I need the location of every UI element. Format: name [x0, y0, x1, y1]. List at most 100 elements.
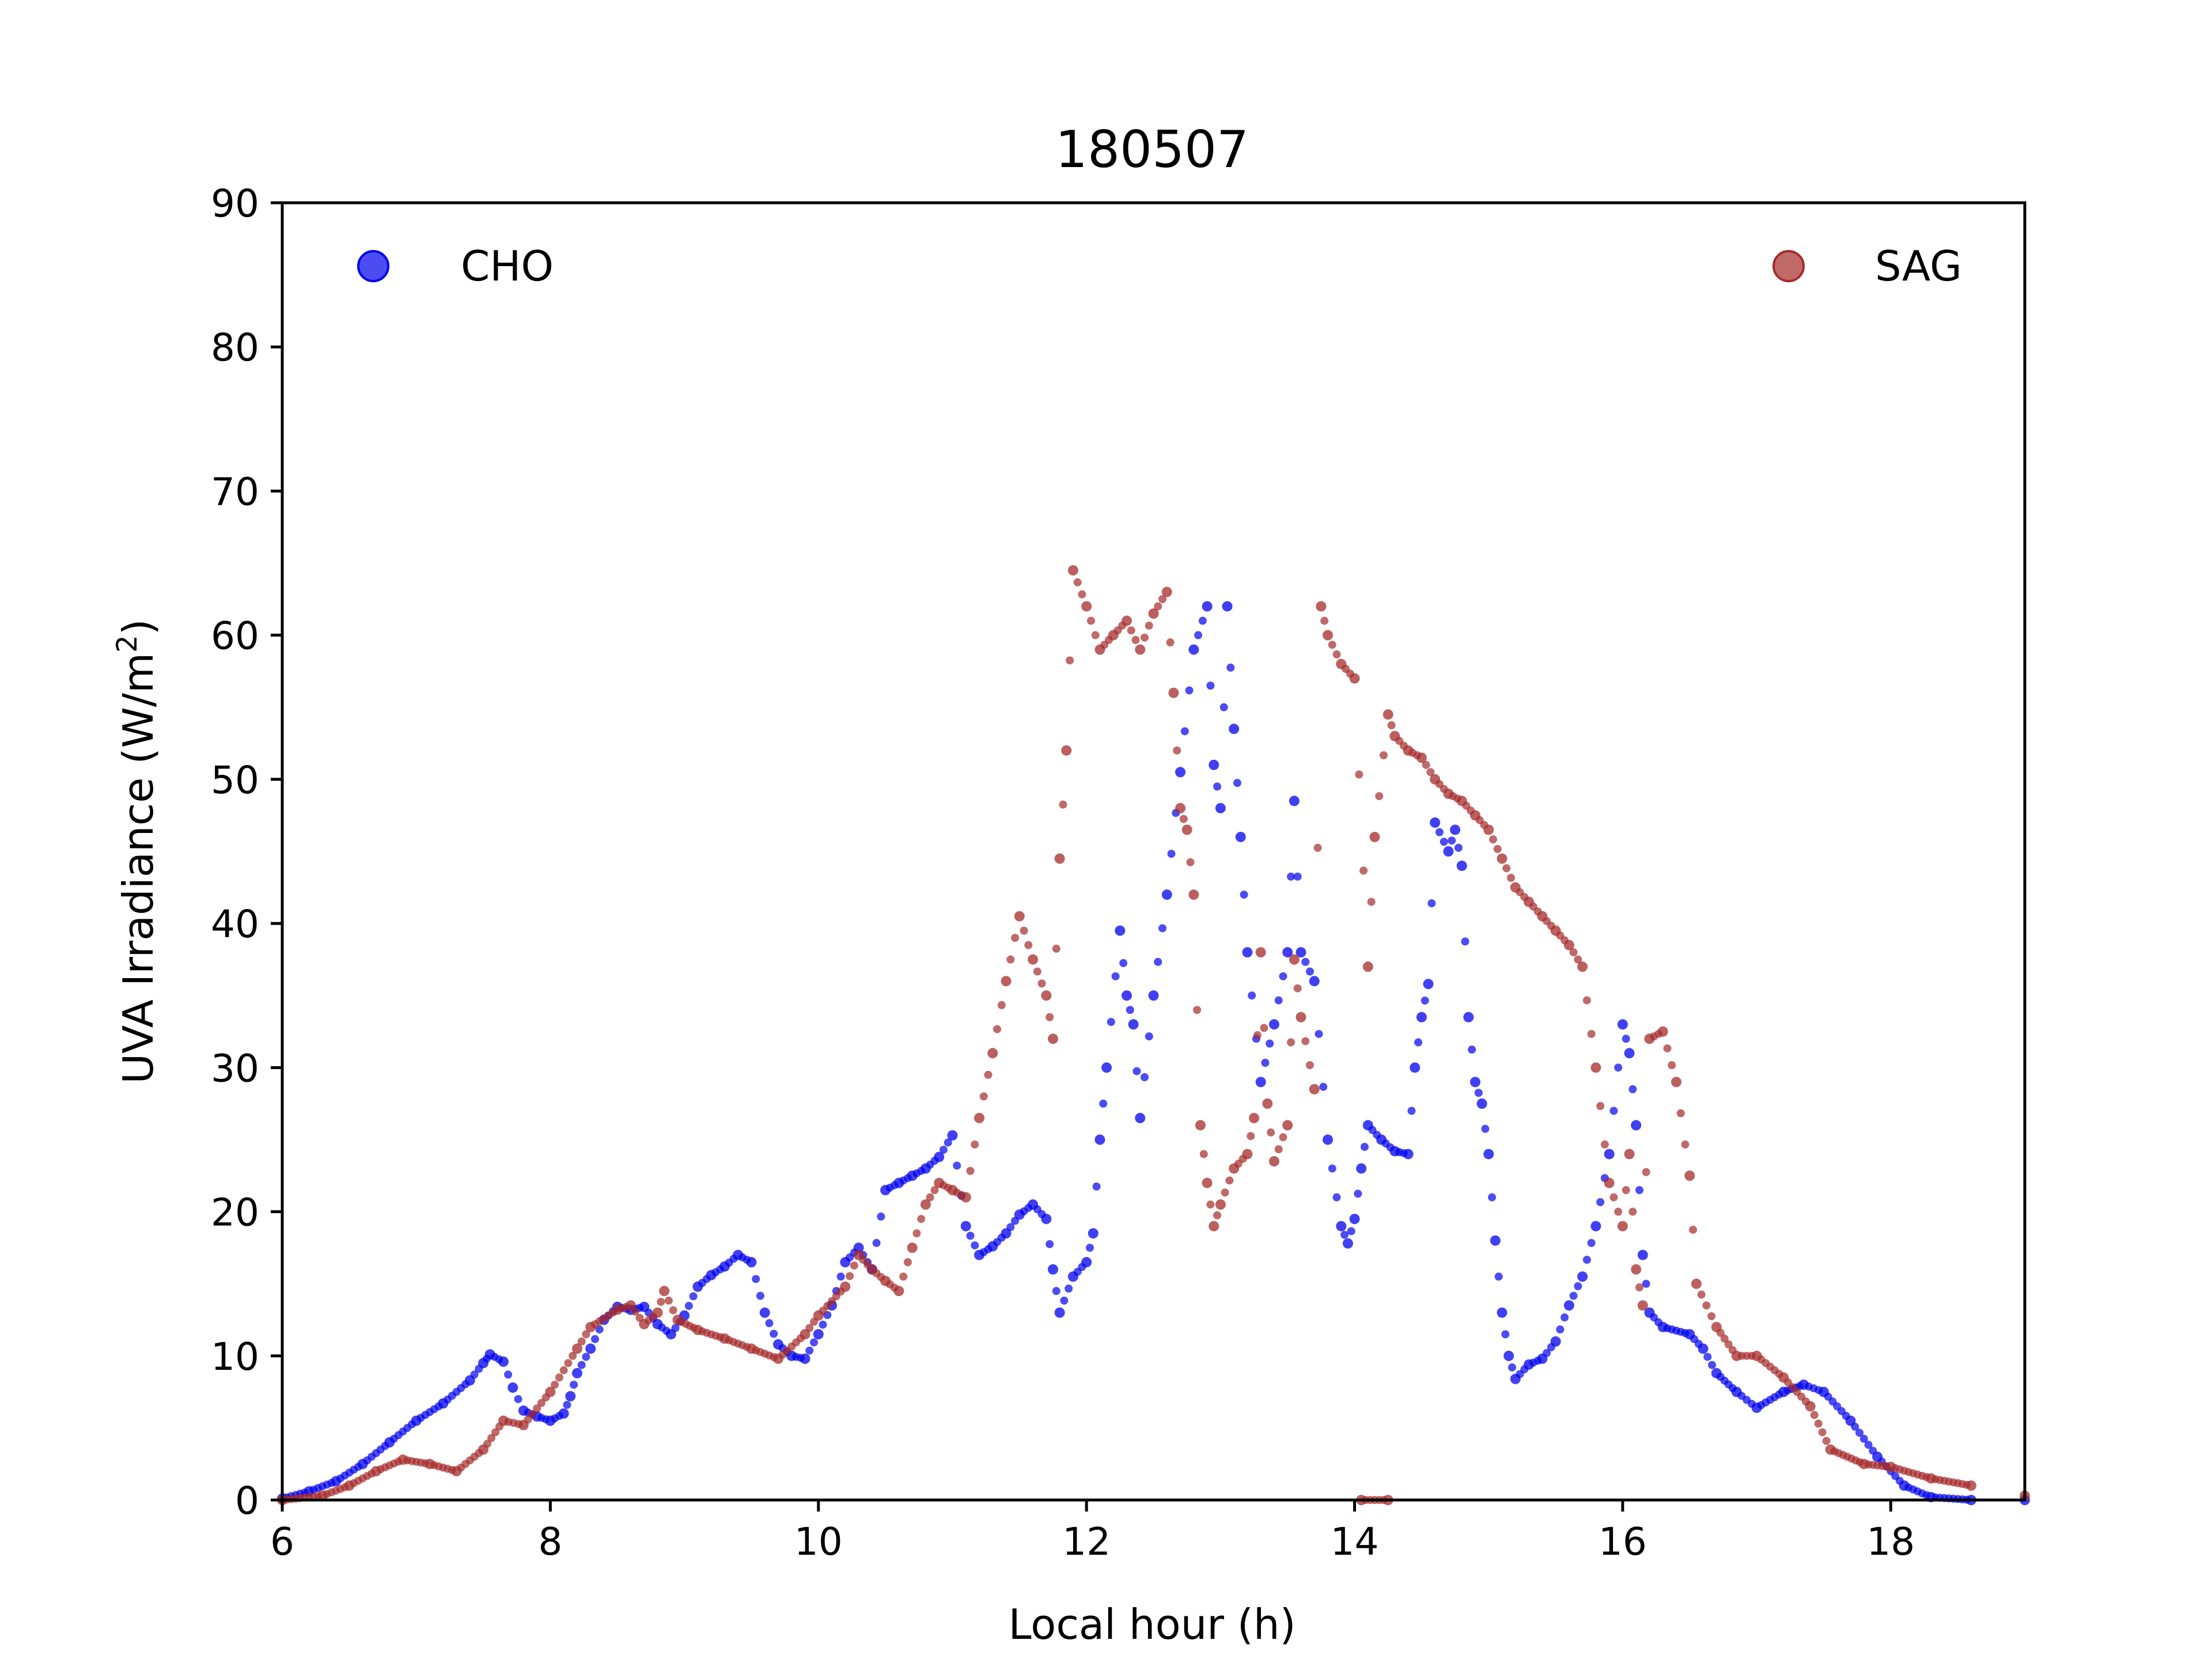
data-point-cho — [1631, 1120, 1642, 1131]
plot-frame — [281, 201, 2027, 1502]
data-point-cho — [1054, 1307, 1065, 1318]
y-axis-label-superscript: 2 — [111, 635, 143, 653]
data-point-cho — [585, 1343, 596, 1354]
trace-dot-cho — [1099, 1099, 1108, 1108]
trace-dot-sag — [657, 1297, 665, 1306]
trace-dot-sag — [1199, 1150, 1208, 1158]
trace-dot-cho — [1587, 1238, 1596, 1247]
data-point-sag — [1262, 1098, 1273, 1109]
trace-dot-cho — [1494, 1272, 1503, 1281]
trace-dot-sag — [1355, 770, 1363, 779]
data-point-cho — [1121, 990, 1132, 1001]
trace-dot-sag — [912, 1229, 921, 1238]
trace-dot-cho — [805, 1346, 814, 1355]
data-point-cho — [746, 1257, 757, 1268]
trace-dot-sag — [993, 1025, 1002, 1033]
trace-dot-sag — [1668, 1061, 1676, 1070]
y-axis: 0 10 20 30 40 50 60 70 80 90 — [211, 181, 282, 1523]
data-point-cho — [1135, 1112, 1146, 1123]
trace-dot-cho — [1185, 686, 1194, 695]
trace-dot-sag — [850, 1261, 858, 1270]
x-tick-label: 6 — [270, 1520, 294, 1564]
data-point-cho — [1497, 1307, 1508, 1318]
trace-dot-sag — [537, 1399, 546, 1407]
trace-dot-sag — [1046, 1013, 1054, 1021]
data-point-sag — [1175, 802, 1186, 813]
legend-marker-cho — [357, 250, 389, 282]
data-point-cho — [800, 1353, 810, 1364]
data-point-cho — [1188, 644, 1199, 655]
trace-dot-sag — [1697, 1290, 1706, 1299]
data-point-sag — [545, 1387, 556, 1397]
data-point-cho — [1235, 831, 1246, 842]
trace-dot-cho — [1859, 1434, 1868, 1443]
trace-dot-sag — [1225, 1176, 1234, 1185]
data-point-cho — [947, 1130, 958, 1141]
trace-dot-sag — [1305, 1061, 1314, 1070]
data-point-sag — [1001, 976, 1012, 987]
data-point-cho — [1590, 1221, 1601, 1232]
data-point-cho — [1423, 979, 1434, 990]
data-point-sag — [1369, 831, 1380, 842]
data-point-sag — [1041, 990, 1052, 1001]
data-point-cho — [1309, 976, 1320, 987]
trace-dot-cho — [1596, 1198, 1605, 1206]
data-point-sag — [1081, 601, 1092, 612]
data-point-sag — [1014, 911, 1025, 922]
trace-dot-sag — [984, 1070, 993, 1079]
trace-dot-sag — [1614, 1207, 1623, 1216]
data-point-cho — [1624, 1048, 1635, 1059]
data-point-sag — [1268, 1156, 1279, 1166]
trace-dot-sag — [483, 1440, 492, 1448]
trace-dot-cho — [1642, 1279, 1650, 1288]
data-point-sag — [840, 1281, 851, 1292]
trace-dot-sag — [491, 1428, 499, 1437]
trace-dot-cho — [1468, 1046, 1476, 1054]
trace-dot-sag — [979, 1092, 988, 1101]
trace-dot-cho — [1448, 836, 1456, 845]
trace-dot-sag — [1037, 979, 1046, 988]
data-point-sag — [1684, 1171, 1695, 1181]
trace-dot-cho — [1052, 1287, 1060, 1296]
trace-dot-sag — [1810, 1411, 1819, 1419]
data-point-cho — [1175, 767, 1186, 778]
trace-dot-cho — [836, 1272, 845, 1281]
trace-dot-sag — [1569, 948, 1578, 957]
trace-dot-cho — [595, 1325, 604, 1334]
trace-dot-sag — [1247, 1132, 1255, 1141]
trace-dot-sag — [1173, 746, 1181, 755]
trace-dot-sag — [1359, 866, 1368, 875]
data-point-sag — [1249, 1112, 1260, 1123]
y-tick-label: 50 — [211, 758, 259, 802]
data-point-sag — [920, 1199, 931, 1210]
trace-dot-cho — [1543, 1349, 1551, 1357]
trace-dot-cho — [756, 1291, 764, 1300]
trace-dot-sag — [1689, 1225, 1698, 1234]
data-point-cho — [1443, 846, 1454, 857]
trace-dot-cho — [1635, 1186, 1644, 1195]
data-point-cho — [1094, 1134, 1105, 1145]
data-point-sag — [974, 1112, 984, 1123]
trace-dot-sag — [1367, 897, 1376, 906]
trace-dot-sag — [1818, 1428, 1827, 1437]
trace-dot-cho — [671, 1324, 680, 1332]
trace-dot-sag — [1332, 650, 1341, 659]
data-point-sag — [1215, 1199, 1226, 1210]
trace-dot-sag — [1154, 602, 1162, 611]
data-point-sag — [571, 1343, 582, 1354]
data-point-sag — [1483, 824, 1494, 835]
trace-dot-cho — [1240, 891, 1248, 899]
trace-dot-cho — [1708, 1361, 1717, 1369]
trace-dot-cho — [1167, 850, 1176, 858]
trace-dot-sag — [559, 1366, 568, 1374]
data-point-sag — [1577, 961, 1588, 972]
x-axis-label: Local hour (h) — [1008, 1600, 1296, 1649]
data-point-sag — [893, 1286, 904, 1297]
data-point-cho — [558, 1408, 569, 1419]
data-point-sag — [1195, 1120, 1206, 1131]
trace-dot-sag — [1574, 955, 1582, 964]
trace-dot-cho — [1574, 1282, 1582, 1290]
trace-dot-cho — [1628, 1085, 1637, 1093]
trace-dot-cho — [563, 1400, 571, 1409]
trace-dot-cho — [1226, 663, 1235, 672]
